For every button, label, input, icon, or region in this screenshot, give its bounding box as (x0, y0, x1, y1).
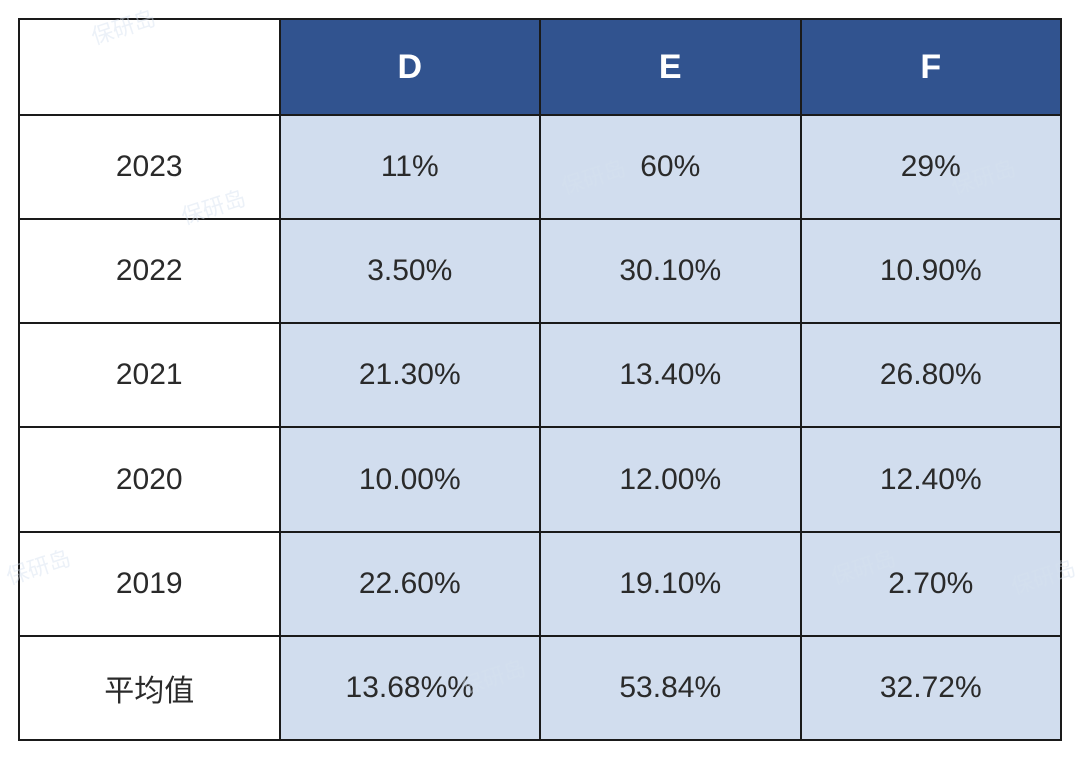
table-row: 2022 3.50% 30.10% 10.90% (19, 219, 1061, 323)
data-table: D E F 2023 11% 60% 29% 2022 3.50% 30.10%… (18, 18, 1062, 741)
cell-2019-f: 2.70% (801, 532, 1062, 636)
row-label-2020: 2020 (19, 427, 280, 531)
header-col-e: E (540, 19, 801, 115)
cell-2022-e: 30.10% (540, 219, 801, 323)
cell-avg-d: 13.68%% (280, 636, 541, 740)
cell-2021-f: 26.80% (801, 323, 1062, 427)
cell-2019-d: 22.60% (280, 532, 541, 636)
cell-2020-d: 10.00% (280, 427, 541, 531)
table-row: 2021 21.30% 13.40% 26.80% (19, 323, 1061, 427)
cell-2020-e: 12.00% (540, 427, 801, 531)
header-row: D E F (19, 19, 1061, 115)
cell-2023-e: 60% (540, 115, 801, 219)
header-col-d: D (280, 19, 541, 115)
table-row: 2020 10.00% 12.00% 12.40% (19, 427, 1061, 531)
table-row: 2023 11% 60% 29% (19, 115, 1061, 219)
cell-avg-e: 53.84% (540, 636, 801, 740)
row-label-2019: 2019 (19, 532, 280, 636)
row-label-2022: 2022 (19, 219, 280, 323)
cell-2022-d: 3.50% (280, 219, 541, 323)
row-label-2023: 2023 (19, 115, 280, 219)
cell-avg-f: 32.72% (801, 636, 1062, 740)
cell-2023-f: 29% (801, 115, 1062, 219)
table-row: 2019 22.60% 19.10% 2.70% (19, 532, 1061, 636)
cell-2020-f: 12.40% (801, 427, 1062, 531)
row-label-average: 平均值 (19, 636, 280, 740)
cell-2021-e: 13.40% (540, 323, 801, 427)
row-label-2021: 2021 (19, 323, 280, 427)
cell-2023-d: 11% (280, 115, 541, 219)
header-col-f: F (801, 19, 1062, 115)
table-row: 平均值 13.68%% 53.84% 32.72% (19, 636, 1061, 740)
cell-2021-d: 21.30% (280, 323, 541, 427)
cell-2022-f: 10.90% (801, 219, 1062, 323)
cell-2019-e: 19.10% (540, 532, 801, 636)
data-table-container: D E F 2023 11% 60% 29% 2022 3.50% 30.10%… (18, 18, 1062, 741)
header-blank (19, 19, 280, 115)
